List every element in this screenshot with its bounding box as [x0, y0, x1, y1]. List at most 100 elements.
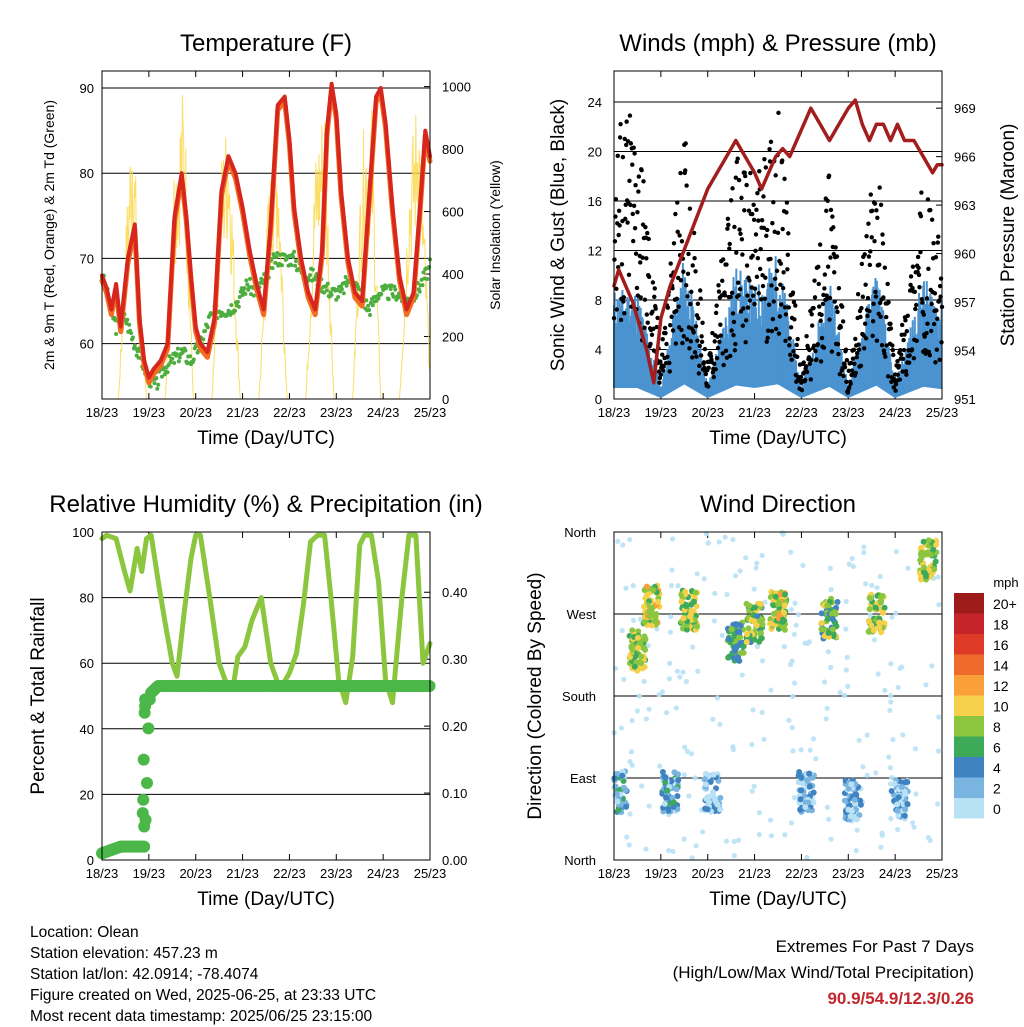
- precip-point: [137, 793, 150, 806]
- gust-point: [683, 168, 688, 173]
- direction-point: [669, 567, 675, 573]
- gust-point: [742, 170, 747, 175]
- gust-point: [914, 302, 919, 308]
- gust-point: [826, 173, 832, 178]
- gust-point: [677, 233, 682, 238]
- gust-point: [866, 254, 872, 259]
- gust-point: [919, 190, 924, 195]
- direction-point: [731, 853, 737, 859]
- gust-point: [771, 200, 776, 205]
- direction-point: [848, 781, 855, 788]
- gust-point: [925, 321, 930, 326]
- gust-point: [782, 176, 787, 182]
- dewpoint-point: [325, 281, 330, 286]
- gust-point: [866, 221, 871, 226]
- direction-point: [757, 600, 764, 607]
- gust-point: [875, 215, 880, 221]
- y2-axis-label: Solar Insolation (Yellow): [487, 160, 503, 310]
- y2-tick-label: 0.30: [442, 652, 467, 667]
- gust-point: [686, 251, 691, 257]
- direction-point: [876, 619, 883, 626]
- direction-point: [759, 709, 765, 715]
- direction-point: [878, 844, 884, 850]
- direction-point: [751, 618, 758, 625]
- direction-point: [626, 536, 633, 543]
- gust-point: [679, 327, 684, 333]
- gust-point: [925, 197, 931, 202]
- gust-point: [850, 356, 856, 361]
- gust-point: [698, 288, 703, 293]
- gust-point: [878, 314, 883, 319]
- direction-point: [905, 565, 911, 571]
- panel-title: Relative Humidity (%) & Precipitation (i…: [49, 491, 482, 518]
- y-tick-label: 4: [595, 342, 602, 357]
- gust-point: [810, 323, 815, 328]
- gust-point: [789, 357, 794, 362]
- direction-point: [795, 612, 802, 618]
- dewpoint-point: [322, 290, 327, 295]
- direction-point: [719, 632, 725, 638]
- direction-point: [659, 790, 666, 797]
- direction-point: [694, 623, 701, 630]
- gust-point: [744, 182, 749, 188]
- direction-point: [682, 588, 689, 595]
- y2-tick-label: 951: [954, 392, 976, 407]
- gust-point: [924, 330, 929, 336]
- direction-point: [731, 838, 737, 845]
- direction-point: [678, 598, 685, 605]
- gust-point: [735, 156, 740, 161]
- direction-point: [889, 614, 895, 620]
- direction-point: [667, 660, 673, 666]
- direction-point: [824, 602, 831, 609]
- direction-point: [754, 613, 761, 620]
- gust-point: [673, 211, 678, 217]
- direction-point: [701, 576, 707, 582]
- direction-point: [917, 557, 924, 564]
- gust-point: [779, 302, 784, 307]
- gust-point: [899, 322, 905, 328]
- direction-point: [641, 618, 648, 625]
- gust-point: [852, 361, 857, 366]
- direction-point: [770, 610, 777, 617]
- gust-point: [897, 377, 903, 382]
- direction-point: [650, 586, 657, 593]
- colorbar-swatch: [954, 634, 984, 655]
- dewpoint-point: [236, 304, 241, 309]
- gust-point: [663, 330, 668, 336]
- gust-point: [848, 381, 853, 386]
- gust-point: [683, 141, 688, 146]
- direction-point: [865, 628, 872, 635]
- dewpoint-point: [175, 346, 180, 351]
- y-axis-label: Percent & Total Rainfall: [28, 597, 49, 794]
- direction-point: [641, 664, 648, 671]
- gust-point: [619, 262, 625, 267]
- direction-point: [921, 569, 928, 576]
- dewpoint-point: [376, 296, 381, 301]
- gust-point: [738, 309, 744, 314]
- direction-point: [895, 794, 902, 801]
- gust-point: [769, 328, 775, 334]
- gust-point: [630, 162, 635, 167]
- dewpoint-point: [420, 283, 425, 288]
- direction-point: [756, 638, 763, 645]
- direction-point: [710, 716, 716, 722]
- direction-point: [749, 788, 755, 794]
- direction-point: [710, 771, 717, 778]
- direction-point: [756, 810, 762, 816]
- direction-point: [789, 724, 795, 731]
- elevation-text: Station elevation: 457.23 m: [30, 945, 218, 962]
- direction-point: [853, 848, 859, 854]
- gust-point: [877, 262, 882, 267]
- gust-point: [728, 353, 733, 359]
- direction-point: [749, 741, 755, 748]
- direction-point: [668, 778, 675, 785]
- colorbar-swatch: [954, 675, 984, 696]
- x-tick-label: 22/23: [785, 866, 818, 881]
- plot-border: [613, 70, 943, 400]
- direction-point: [693, 603, 700, 610]
- direction-point: [759, 621, 766, 628]
- direction-point: [619, 627, 625, 634]
- direction-point: [768, 833, 775, 839]
- direction-point: [674, 771, 681, 778]
- gust-point: [752, 286, 758, 291]
